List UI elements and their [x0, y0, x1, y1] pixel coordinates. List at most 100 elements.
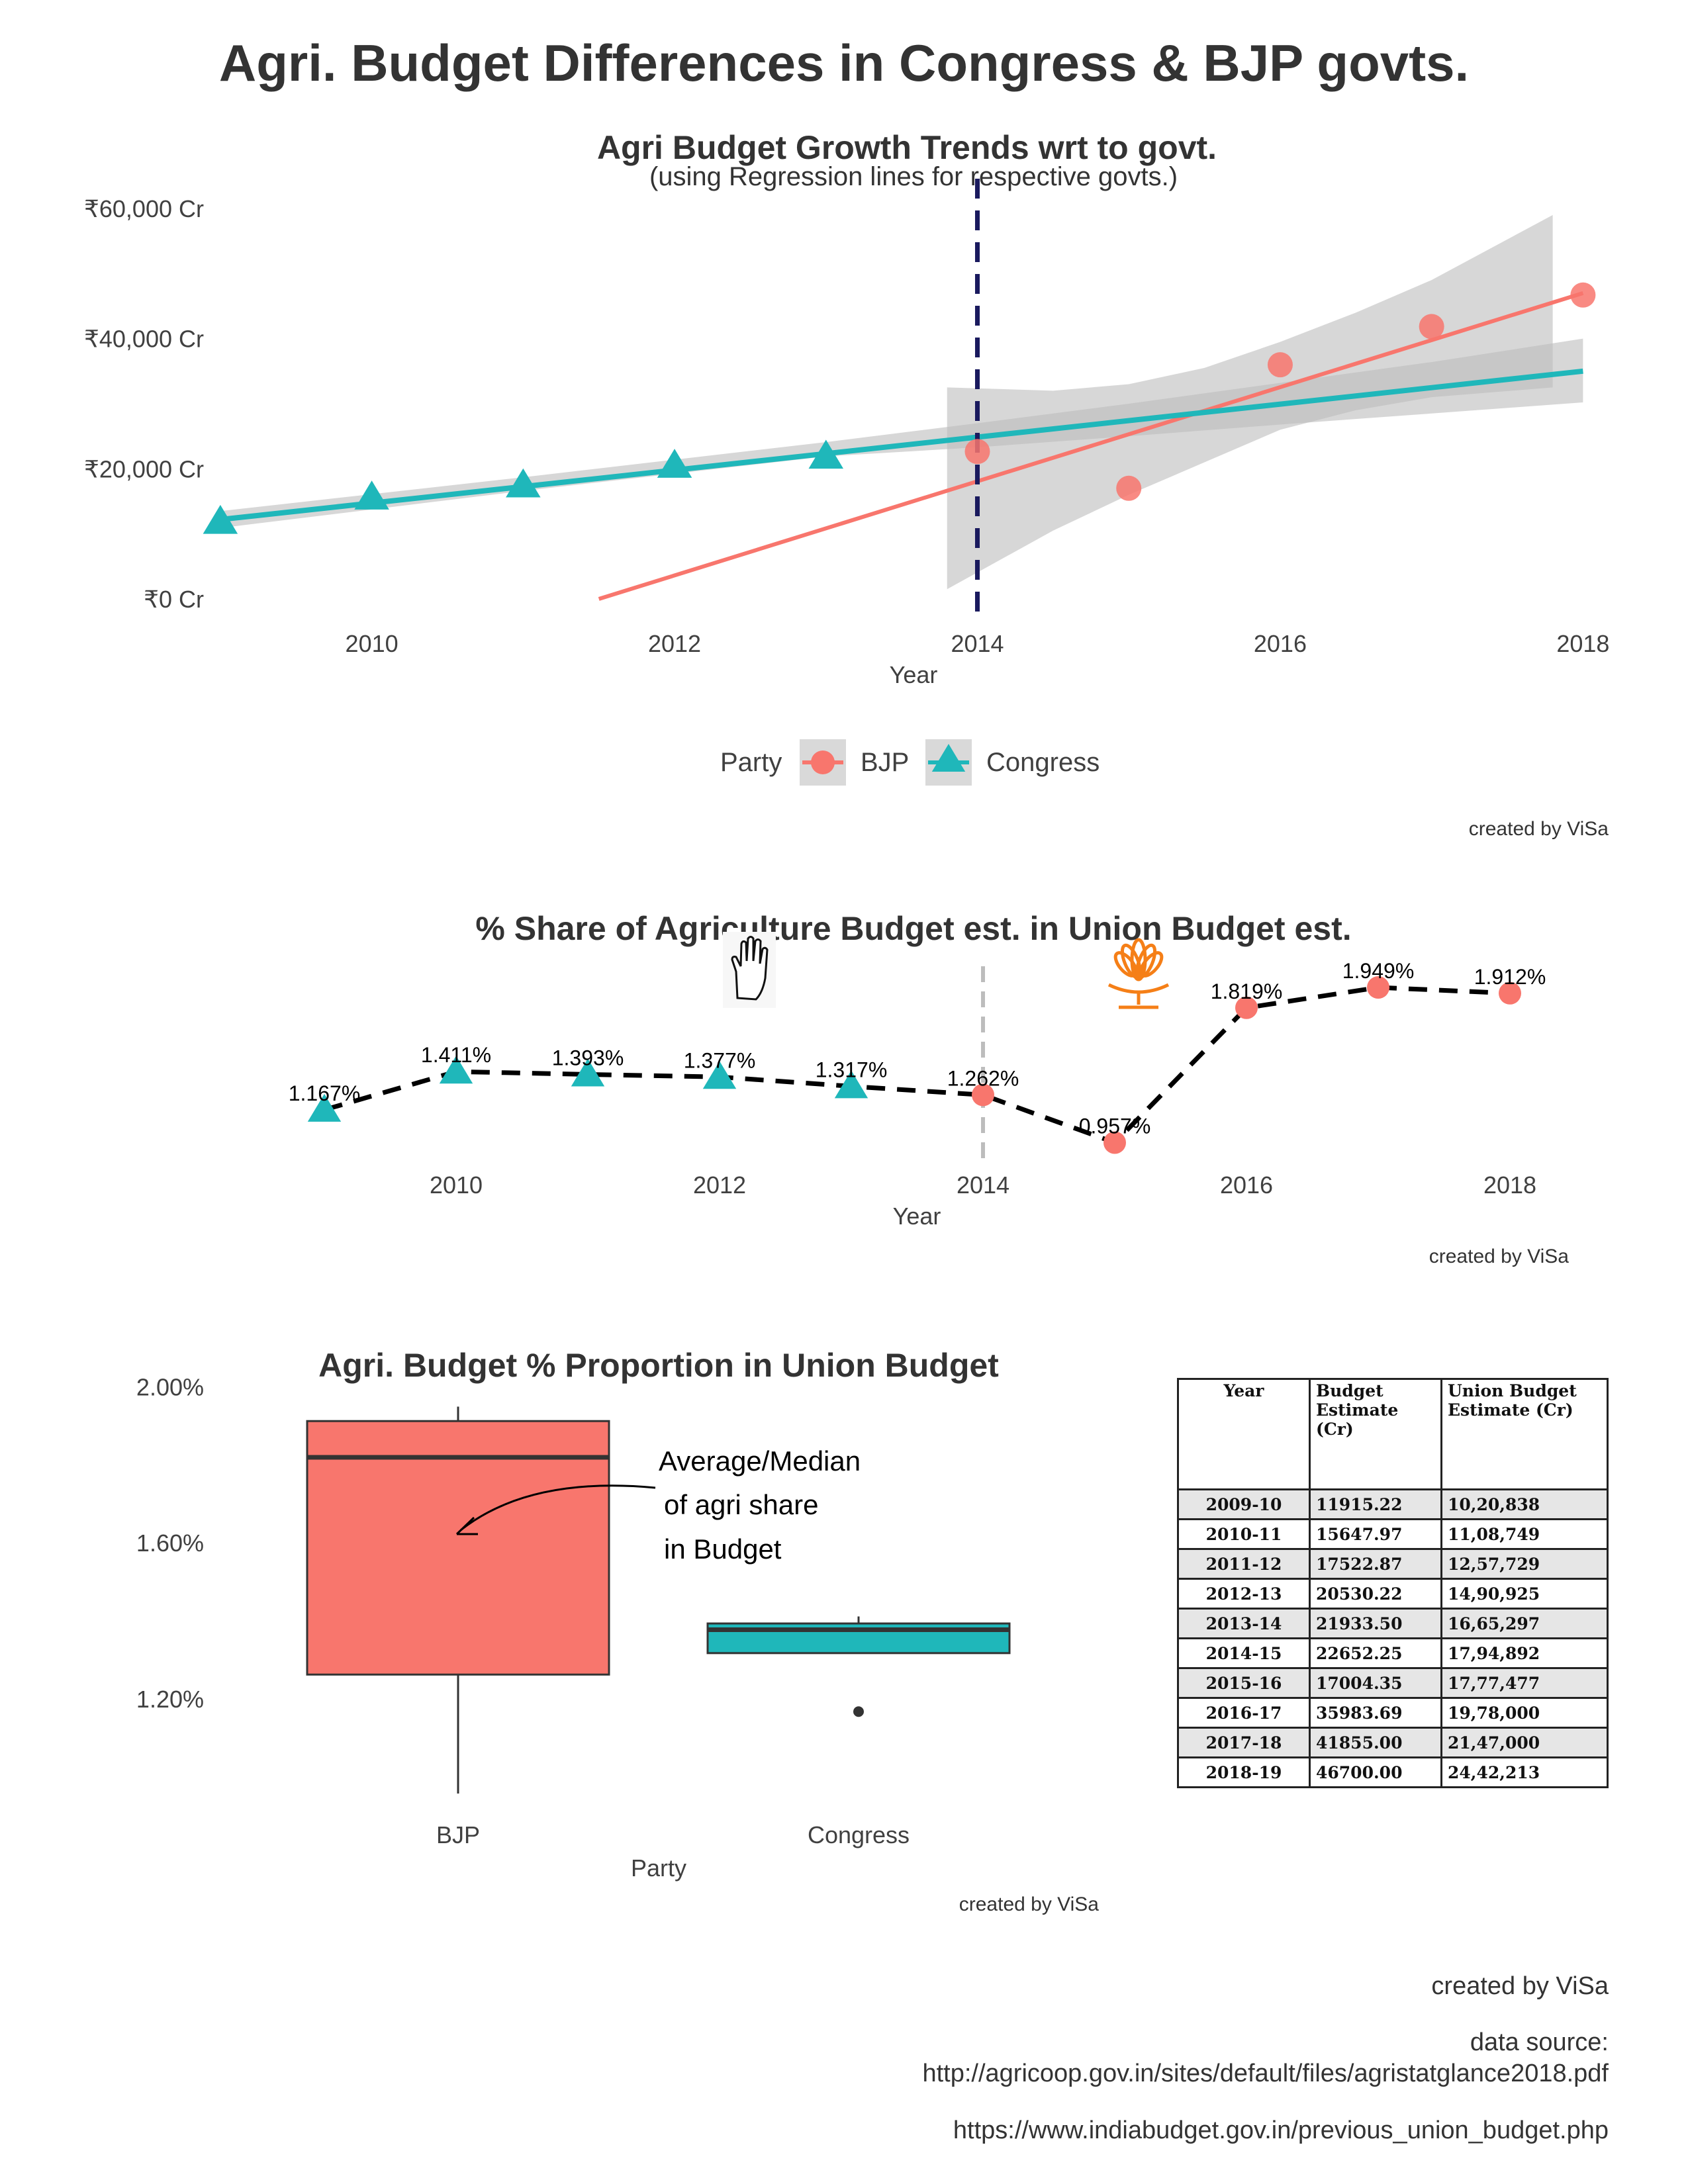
chart1-title: Agri Budget Growth Trends wrt to govt.: [597, 129, 1217, 166]
bjp-lotus-icon: [1107, 938, 1170, 1009]
chart3-box-bjp: [306, 1420, 610, 1676]
table-cell-budget: 15647.97: [1309, 1518, 1442, 1550]
budget-table: Year Budget Estimate (Cr) Union Budget E…: [1177, 1378, 1609, 1788]
chart2-point-congress: [571, 1058, 605, 1087]
chart1-point-congress: [203, 504, 238, 534]
congress-hand-icon: [723, 932, 776, 1008]
chart3-annotation-line: of agri share: [664, 1489, 818, 1520]
chart3-annotation-line: in Budget: [664, 1533, 782, 1565]
chart1-legend-label-congress: Congress: [986, 748, 1100, 777]
footer-credit: created by ViSa: [1431, 1972, 1609, 2000]
table-cell-budget: 21933.50: [1309, 1608, 1442, 1639]
table-cell-year: 2009-10: [1177, 1488, 1311, 1520]
chart1-y-tick-label: ₹20,000 Cr: [84, 455, 204, 482]
table-row: 2016-17 35983.69 19,78,000: [1177, 1697, 1609, 1729]
table-cell-union: 10,20,838: [1440, 1488, 1609, 1520]
table-cell-union: 19,78,000: [1440, 1697, 1609, 1729]
chart1-x-tick-label: 2010: [346, 630, 399, 657]
chart2-x-tick-label: 2014: [957, 1171, 1009, 1199]
chart2-x-tick-label: 2016: [1220, 1171, 1273, 1199]
table-cell-budget: 11915.22: [1309, 1488, 1442, 1520]
chart2-data-label: 1.393%: [552, 1046, 624, 1069]
table-cell-year: 2010-11: [1177, 1518, 1311, 1550]
chart2-point-bjp: [1103, 1131, 1126, 1154]
table-cell-union: 16,65,297: [1440, 1608, 1609, 1639]
table-cell-union: 17,94,892: [1440, 1637, 1609, 1669]
chart1-y-tick-label: ₹0 Cr: [144, 586, 204, 613]
chart1-legend-key-congress: [931, 744, 966, 772]
chart2-point-bjp: [1235, 996, 1258, 1019]
chart1-subtitle: (using Regression lines for respective g…: [649, 162, 1178, 191]
table-cell-budget: 20530.22: [1309, 1578, 1442, 1610]
chart1-point-bjp: [1116, 475, 1142, 501]
chart2-data-label: 1.912%: [1474, 965, 1546, 989]
table-cell-union: 24,42,213: [1440, 1756, 1609, 1788]
table-cell-year: 2013-14: [1177, 1608, 1311, 1639]
chart1-x-tick-label: 2014: [951, 630, 1004, 657]
table-row: 2015-16 17004.35 17,77,477: [1177, 1667, 1609, 1699]
chart1-legend-title: Party: [720, 748, 782, 777]
table-cell-year: 2015-16: [1177, 1667, 1311, 1699]
chart1-credit: created by ViSa: [1469, 818, 1609, 840]
congress-hand-icon-shape: [731, 936, 769, 1001]
table-cell-budget: 41855.00: [1309, 1727, 1442, 1758]
page-title: Agri. Budget Differences in Congress & B…: [218, 34, 1470, 92]
table-cell-year: 2018-19: [1177, 1756, 1311, 1788]
table-row: 2018-19 46700.00 24,42,213: [1177, 1756, 1609, 1788]
chart2-point-bjp: [972, 1083, 994, 1107]
chart1-point-congress: [808, 439, 844, 469]
chart1-regression-line-bjp: [598, 291, 1584, 601]
chart1-point-bjp: [1267, 352, 1293, 378]
table-cell-year: 2016-17: [1177, 1697, 1311, 1729]
chart1-legend-label-bjp: BJP: [861, 748, 909, 777]
table-row: 2014-15 22652.25 17,94,892: [1177, 1637, 1609, 1669]
chart2-credit: created by ViSa: [1429, 1246, 1570, 1267]
table-row: 2012-13 20530.22 14,90,925: [1177, 1578, 1609, 1610]
chart2-data-label: 1.167%: [289, 1081, 361, 1105]
table-cell-year: 2017-18: [1177, 1727, 1311, 1758]
chart2-x-axis-label: Year: [893, 1203, 941, 1230]
chart2-point-congress: [702, 1061, 737, 1089]
table-cell-union: 11,08,749: [1440, 1518, 1609, 1550]
growth-trend-chart: Agri Budget Growth Trends wrt to govt.(u…: [84, 129, 1609, 840]
chart1-point-bjp: [1570, 282, 1596, 308]
table-row: 2009-10 11915.22 10,20,838: [1177, 1488, 1609, 1520]
chart2-data-label: 1.819%: [1211, 979, 1283, 1003]
table-row: 2013-14 21933.50 16,65,297: [1177, 1608, 1609, 1639]
bjp-lotus-base: [1107, 983, 1170, 994]
chart1-y-tick-label: ₹40,000 Cr: [84, 326, 204, 353]
chart2-data-label: 1.262%: [947, 1066, 1019, 1090]
chart2-title: % Share of Agriculture Budget est. in Un…: [475, 910, 1351, 947]
table-cell-year: 2014-15: [1177, 1637, 1311, 1669]
table-row: 2011-12 17522.87 12,57,729: [1177, 1548, 1609, 1580]
chart3-annotation-line: Average/Median: [659, 1445, 861, 1477]
chart1-point-congress: [354, 480, 389, 510]
bjp-lotus-petal: [1135, 943, 1157, 979]
chart3-annotation-arrow: [460, 1484, 656, 1531]
table-cell-budget: 46700.00: [1309, 1756, 1442, 1788]
chart1-point-congress: [506, 468, 541, 498]
chart3-outlier-congress: [853, 1706, 864, 1717]
chart2-data-label: 1.317%: [816, 1058, 888, 1081]
table-cell-union: 21,47,000: [1440, 1727, 1609, 1758]
chart1-point-congress: [657, 449, 692, 478]
table-cell-year: 2011-12: [1177, 1548, 1311, 1580]
chart1-x-tick-label: 2016: [1254, 630, 1307, 657]
table-cell-union: 17,77,477: [1440, 1667, 1609, 1699]
chart3-x-axis-label: Party: [631, 1854, 686, 1882]
share-line-chart: % Share of Agriculture Budget est. in Un…: [289, 910, 1570, 1267]
table-row: 2010-11 15647.97 11,08,749: [1177, 1518, 1609, 1550]
table-cell-union: 14,90,925: [1440, 1578, 1609, 1610]
chart1-point-bjp: [964, 439, 990, 465]
chart3-y-tick-label: 2.00%: [136, 1373, 204, 1400]
proportion-box-chart: Agri. Budget % Proportion in Union Budge…: [136, 1347, 1099, 1915]
table-cell-year: 2012-13: [1177, 1578, 1311, 1610]
chart2-point-congress: [439, 1056, 473, 1084]
footer-source-2: https://www.indiabudget.gov.in/previous_…: [953, 2116, 1609, 2144]
table-header-budget: Budget Estimate (Cr): [1309, 1378, 1442, 1490]
table-row: 2017-18 41855.00 21,47,000: [1177, 1727, 1609, 1758]
chart1-x-tick-label: 2012: [648, 630, 701, 657]
table-cell-budget: 22652.25: [1309, 1637, 1442, 1669]
table-header-row: Year Budget Estimate (Cr) Union Budget E…: [1177, 1378, 1609, 1490]
chart2-x-tick-label: 2018: [1483, 1171, 1536, 1199]
